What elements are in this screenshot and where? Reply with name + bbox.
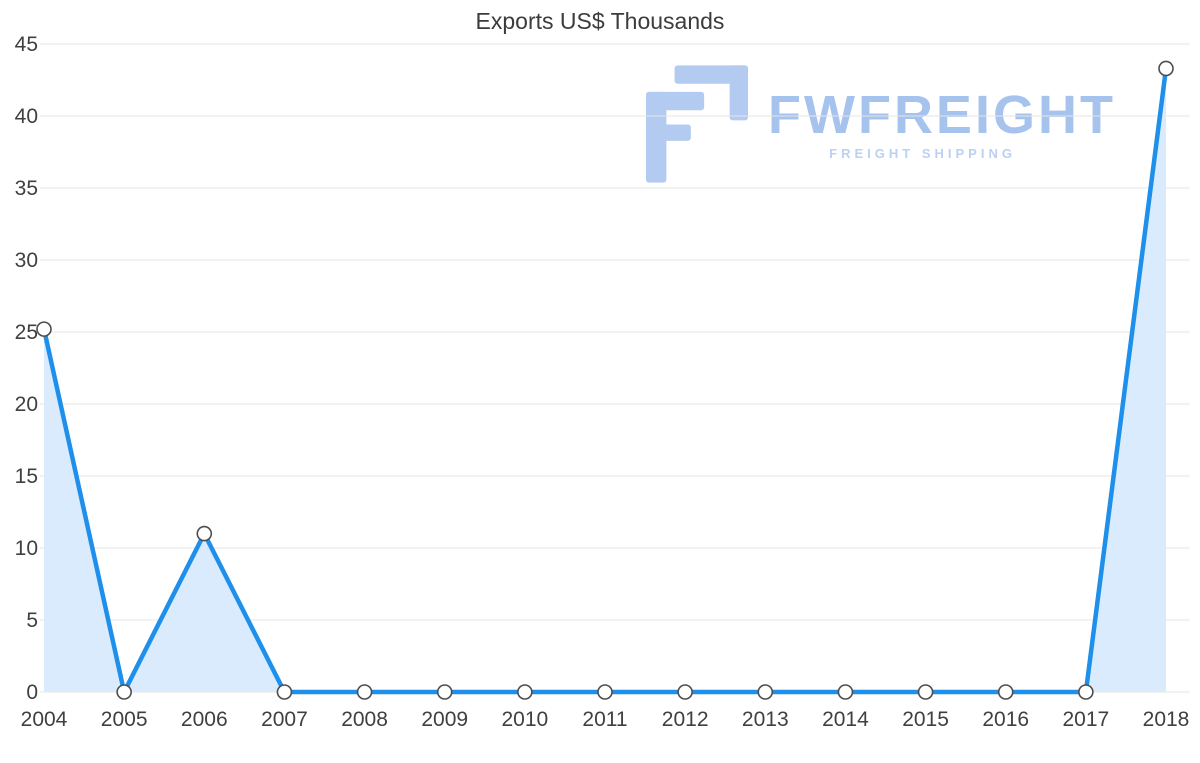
x-tick-label: 2005 <box>101 708 148 731</box>
x-tick-label: 2009 <box>421 708 468 731</box>
x-tick-label: 2018 <box>1143 708 1190 731</box>
fwfreight-logo-icon <box>646 65 748 183</box>
data-point-marker[interactable] <box>36 321 52 337</box>
x-tick-label: 2013 <box>742 708 789 731</box>
y-tick-label: 25 <box>15 321 38 344</box>
y-tick-label: 15 <box>15 465 38 488</box>
x-tick-label: 2015 <box>902 708 949 731</box>
x-tick-label: 2007 <box>261 708 308 731</box>
watermark-text: FWFREIGHT FREIGHT SHIPPING <box>768 87 1116 161</box>
data-point-marker[interactable] <box>757 684 774 700</box>
x-tick-label: 2014 <box>822 708 869 731</box>
data-point-marker[interactable] <box>436 684 453 700</box>
data-point-marker[interactable] <box>356 684 373 700</box>
data-point-marker[interactable] <box>1158 60 1174 77</box>
x-tick-label: 2012 <box>662 708 709 731</box>
data-point-marker[interactable] <box>917 684 934 700</box>
data-point-marker[interactable] <box>517 684 533 700</box>
x-tick-label: 2011 <box>582 708 627 731</box>
x-tick-label: 2006 <box>181 708 228 731</box>
area-fill <box>44 68 1166 693</box>
y-tick-label: 35 <box>15 177 38 200</box>
x-tick-label: 2017 <box>1062 708 1109 731</box>
data-point-marker[interactable] <box>997 684 1014 700</box>
data-point-marker[interactable] <box>116 684 132 700</box>
watermark-brand: FWFREIGHT <box>768 85 1116 146</box>
x-tick-label: 2010 <box>501 708 548 731</box>
y-tick-label: 40 <box>15 105 38 128</box>
y-tick-label: 5 <box>26 609 38 632</box>
watermark-tagline: FREIGHT SHIPPING <box>829 145 1016 161</box>
data-point-marker[interactable] <box>597 684 613 700</box>
data-point-marker[interactable] <box>677 684 693 700</box>
data-point-marker[interactable] <box>837 684 854 700</box>
x-tick-label: 2008 <box>341 708 388 731</box>
x-tick-label: 2016 <box>982 708 1029 731</box>
y-tick-label: 0 <box>26 681 38 704</box>
x-tick-label: 2004 <box>21 708 68 731</box>
data-point-marker[interactable] <box>276 684 293 700</box>
y-tick-label: 45 <box>15 33 38 56</box>
chart-title: Exports US$ Thousands <box>475 8 725 34</box>
data-point-marker[interactable] <box>1078 684 1094 700</box>
y-tick-label: 30 <box>15 249 38 272</box>
y-tick-label: 10 <box>15 537 38 560</box>
data-point-marker[interactable] <box>196 525 213 542</box>
y-tick-label: 20 <box>15 393 38 416</box>
watermark: FWFREIGHT FREIGHT SHIPPING <box>646 64 1116 184</box>
